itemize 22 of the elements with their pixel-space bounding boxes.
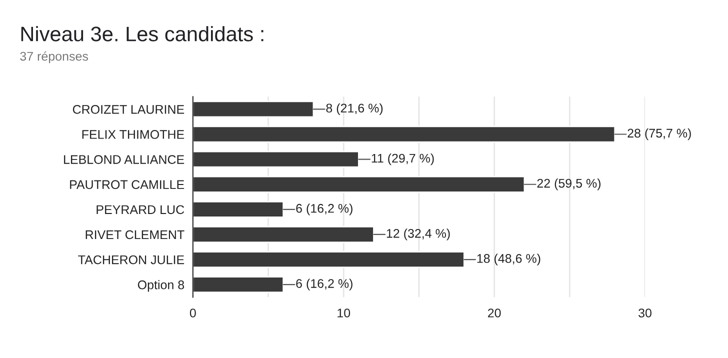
x-tick-label: 0 [190,308,196,318]
chart-title: Niveau 3e. Les candidats : [21,26,264,42]
data-label: 6 (16,2 %) [296,204,352,216]
y-tick-label: TACHERON JULIE [78,255,184,264]
y-tick-label: PAUTROT CAMILLE [70,180,184,190]
data-label: 28 (75,7 %) [628,128,691,140]
data-label: 22 (59,5 %) [537,178,600,190]
data-label: 18 (48,6 %) [477,254,540,266]
y-tick-label: LEBLOND ALLIANCE [64,155,184,164]
x-tick-label: 20 [488,308,501,318]
y-tick-label: Option 8 [138,280,184,292]
data-label: 6 (16,2 %) [296,278,352,290]
y-tick-label: FELIX THIMOTHE [82,130,184,139]
text: 37 réponses [20,51,88,64]
y-tick-label: RIVET CLEMENT [86,230,184,240]
x-tick-label: 10 [338,308,350,318]
data-label: 8 (21,6 %) [326,103,383,116]
x-tick-label: 30 [638,308,652,318]
y-tick-label: CROIZET LAURINE [72,104,184,114]
data-label: 12 (32,4 %) [386,228,450,240]
data-label: 11 (29,7 %) [372,153,434,166]
y-tick-label: PEYRARD LUC [96,205,184,214]
